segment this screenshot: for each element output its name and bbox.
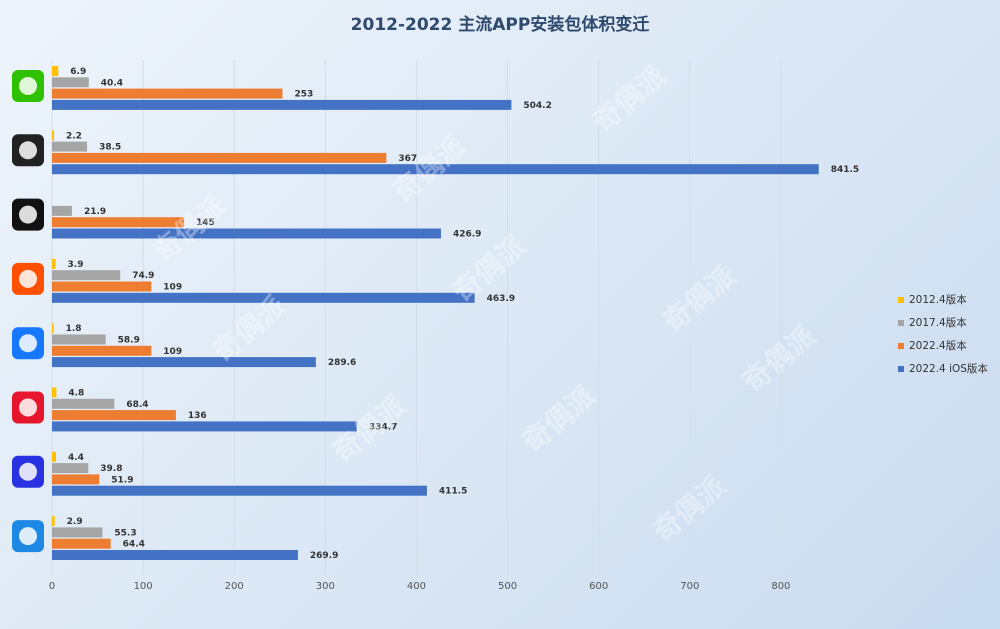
value-label: 3.9 [68,260,84,270]
bar [52,474,100,485]
bar [52,463,89,474]
bar [52,410,176,421]
bar [52,516,55,527]
value-label: 253 [295,90,314,100]
bar [52,387,57,398]
value-label: 411.5 [439,487,467,497]
app-icon-mark [19,141,37,160]
bar [52,292,475,303]
value-label: 74.9 [132,271,154,281]
value-label: 51.9 [111,475,133,485]
bar [52,334,106,345]
value-label: 58.9 [118,336,140,346]
bar [52,217,185,228]
bar [52,88,283,99]
value-label: 68.4 [126,400,148,410]
watermark: 奇偶派 [736,319,822,398]
bar [52,527,103,538]
x-tick-label: 0 [49,581,55,592]
bar [52,345,152,356]
value-label: 426.9 [453,230,481,240]
watermark: 奇偶派 [656,259,742,338]
value-label: 55.3 [114,528,136,538]
value-label: 109 [163,283,182,293]
legend-label: 2022.4版本 [909,339,967,352]
bar [52,398,115,409]
value-label: 39.8 [100,464,122,474]
bar [52,164,819,175]
value-label: 334.7 [369,422,397,432]
value-label: 38.5 [99,143,121,153]
value-label: 136 [188,411,207,421]
value-label: 1.8 [66,324,82,334]
bar [52,538,111,549]
app-icon-mark [19,269,37,288]
legend-label: 2017.4版本 [909,316,967,329]
chart-title: 2012-2022 主流APP安装包体积变迁 [351,14,650,35]
app-icon-mark [19,398,37,417]
value-label: 504.2 [523,101,551,111]
app-icon-mark [19,527,37,546]
bar [52,550,298,560]
bar [52,451,57,462]
value-label: 40.4 [101,78,123,88]
value-label: 109 [163,347,182,357]
app-icon-mark [19,334,37,353]
value-label: 4.8 [68,389,84,399]
value-label: 6.9 [70,67,86,77]
bar [52,77,89,88]
legend-label: 2022.4 iOS版本 [909,362,988,375]
value-label: 4.4 [68,453,84,463]
legend-swatch [898,366,904,372]
legend-swatch [898,320,904,326]
x-tick-label: 100 [134,581,153,592]
value-label: 21.9 [84,207,106,217]
bar [52,421,357,432]
value-label: 463.9 [487,294,515,304]
bar [52,485,427,496]
app-icon-mark [19,77,37,95]
legend-label: 2012.4版本 [909,293,967,306]
legend-swatch [898,343,904,349]
watermark: 奇偶派 [646,469,732,548]
app-icon-mark [19,205,37,224]
bar [52,323,54,334]
value-label: 269.9 [310,551,338,561]
bar [52,205,72,216]
value-label: 145 [196,218,215,228]
app-icon-mark [19,462,37,481]
bar [52,152,387,163]
x-tick-label: 700 [680,581,699,592]
x-tick-label: 400 [407,581,426,592]
bar [52,99,512,110]
x-tick-label: 600 [589,581,608,592]
value-label: 289.6 [328,358,356,368]
bar [52,258,56,269]
bar [52,270,121,281]
watermark: 奇偶派 [516,379,602,458]
x-tick-label: 200 [225,581,244,592]
bar [52,66,59,76]
bar [52,357,316,368]
value-label: 2.9 [67,517,83,527]
x-tick-label: 300 [316,581,335,592]
value-label: 841.5 [831,165,859,175]
value-label: 2.2 [66,131,82,141]
bar [52,281,152,292]
bar [52,130,55,141]
legend-swatch [898,297,904,303]
x-tick-label: 500 [498,581,517,592]
value-label: 367 [398,154,417,164]
value-label: 64.4 [123,540,145,550]
bar [52,141,88,152]
x-tick-label: 800 [771,581,790,592]
bar [52,228,441,239]
